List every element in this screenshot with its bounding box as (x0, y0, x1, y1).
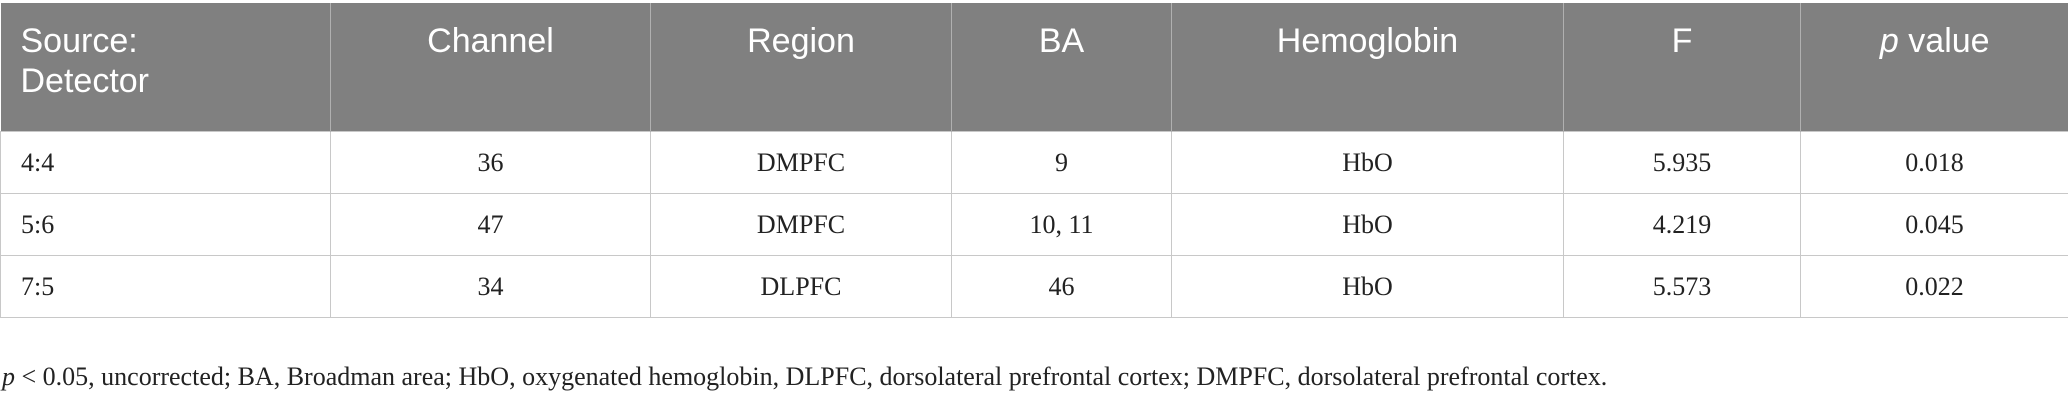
footnote: p < 0.05, uncorrected; BA, Broadman area… (2, 362, 1608, 391)
table-cell: DMPFC (650, 193, 952, 256)
table-cell: 4.219 (1563, 193, 1801, 256)
data-table: Source: Detector Channel Region BA Hemoglobi… (0, 3, 2068, 318)
table-body: 4:4 36 DMPFC 9 HbO 5.935 0.018 5:6 47 DMPFC 10, 11… (0, 131, 2068, 318)
table-cell: 7:5 (0, 255, 331, 318)
table-cell: 10, 11 (951, 193, 1172, 256)
table-cell: 47 (330, 193, 651, 256)
table-cell: 0.018 (1800, 131, 2068, 194)
table-cell: HbO (1171, 255, 1564, 318)
table-cell: DMPFC (650, 131, 952, 194)
table-cell: 0.022 (1800, 255, 2068, 318)
table-cell: 5.935 (1563, 131, 1801, 194)
header-text: Source: Detector (20, 22, 150, 100)
header-cell: Source: Detector (0, 3, 331, 132)
table-cell: HbO (1171, 131, 1564, 194)
table-cell: 9 (951, 131, 1172, 194)
table-row: 4:4 36 DMPFC 9 HbO 5.935 0.018 (0, 131, 2068, 194)
table-row: 5:6 47 DMPFC 10, 11 HbO 4.219 0.045 (0, 193, 2068, 256)
header-cell: F (1563, 3, 1801, 132)
table-cell: HbO (1171, 193, 1564, 256)
table-row: 7:5 34 DLPFC 46 HbO 5.573 0.022 (0, 255, 2068, 318)
table-cell: 34 (330, 255, 651, 318)
table-cell: 46 (951, 255, 1172, 318)
header-cell: Hemoglobin (1171, 3, 1564, 132)
table-cell: 5.573 (1563, 255, 1801, 318)
table-cell: 4:4 (0, 131, 331, 194)
table-cell: 0.045 (1800, 193, 2068, 256)
header-cell: BA (951, 3, 1172, 132)
table-cell: DLPFC (650, 255, 952, 318)
header-cell: Region (650, 3, 952, 132)
header-row: Source: Detector Channel Region BA Hemoglobi… (0, 3, 2068, 132)
table-cell: 5:6 (0, 193, 331, 256)
header-cell: Channel (330, 3, 651, 132)
header-cell: p value (1800, 3, 2068, 132)
table-cell: 36 (330, 131, 651, 194)
